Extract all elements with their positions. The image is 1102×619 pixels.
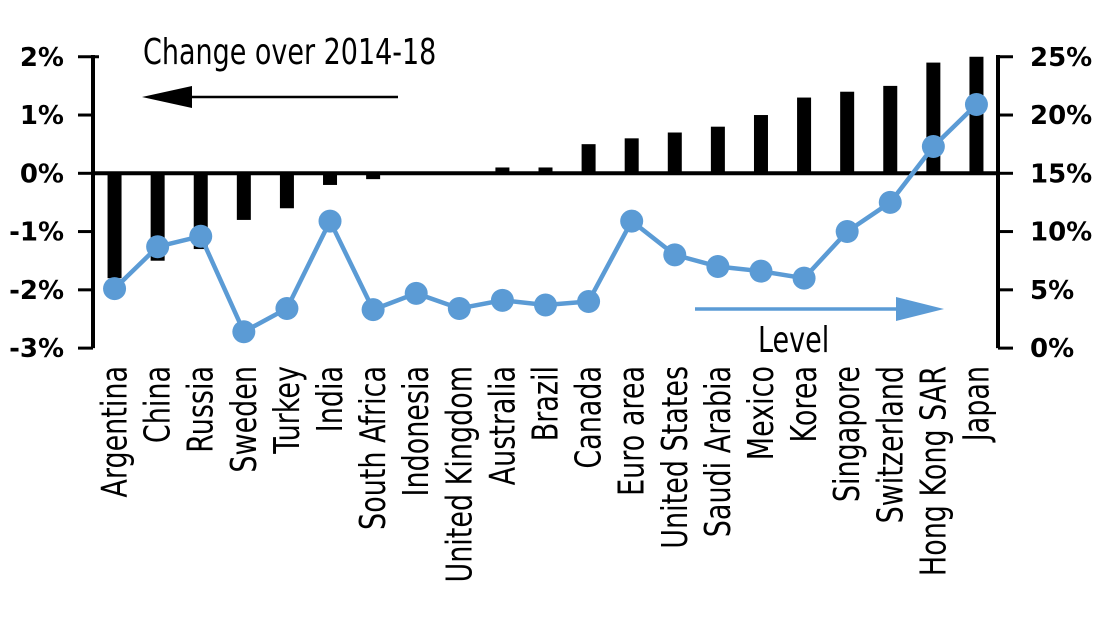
level-marker-turkey	[275, 296, 299, 320]
bar-korea	[797, 97, 812, 174]
level-marker-mexico	[749, 259, 773, 283]
level-marker-russia	[189, 224, 213, 248]
level-marker-china	[146, 235, 170, 259]
category-label: Turkey	[265, 366, 308, 455]
bar-euro-area	[624, 138, 639, 174]
bar-south-africa	[366, 173, 381, 180]
category-label: Korea	[782, 366, 825, 443]
category-label: China	[136, 366, 179, 443]
right-axis-tick-label: 25%	[1030, 43, 1092, 73]
category-label: Switzerland	[868, 366, 911, 523]
level-marker-korea	[792, 266, 816, 290]
category-label: Indonesia	[394, 366, 437, 496]
category-label: Saudi Arabia	[696, 366, 739, 537]
right-axis-tick-label: 5%	[1030, 276, 1074, 306]
bar-mexico	[753, 115, 768, 174]
left-axis-tick-label: -1%	[9, 218, 64, 248]
category-label: United States	[653, 366, 696, 549]
level-marker-sweden	[232, 320, 256, 344]
left-axis-tick-label: 1%	[20, 101, 64, 131]
right-axis-tick-label: 10%	[1030, 218, 1092, 248]
bar-saudi-arabia	[710, 126, 725, 174]
bar-switzerland	[883, 85, 898, 174]
left-axis-tick-label: -2%	[9, 276, 64, 306]
level-marker-euro-area	[620, 209, 644, 233]
level-marker-indonesia	[404, 281, 428, 305]
level-marker-united-states	[663, 243, 687, 267]
category-label: South Africa	[351, 366, 394, 530]
level-marker-south-africa	[361, 298, 385, 322]
bar-turkey	[279, 173, 294, 209]
level-marker-india	[318, 209, 342, 233]
category-label: Canada	[567, 366, 610, 469]
category-label: Euro area	[610, 366, 653, 496]
right-axis-tick-label: 15%	[1030, 159, 1092, 189]
level-marker-singapore	[835, 220, 859, 244]
category-label: Mexico	[739, 366, 782, 460]
category-label: Japan	[955, 366, 998, 443]
level-marker-brazil	[534, 293, 557, 317]
right-arrow-head	[896, 297, 944, 321]
left-axis-tick-label: -3%	[9, 334, 64, 364]
level-marker-japan	[964, 93, 988, 117]
category-label: Russia	[179, 366, 222, 453]
bar-argentina	[107, 173, 122, 279]
category-label: India	[308, 366, 351, 432]
bar-brazil	[538, 167, 553, 174]
left-axis-tick-label: 2%	[20, 43, 64, 73]
left-arrow-head	[142, 86, 192, 108]
bar-sweden	[236, 173, 251, 220]
line-series-annotation: Level	[758, 318, 829, 361]
category-label: Sweden	[222, 366, 265, 473]
category-label: Singapore	[825, 366, 868, 502]
level-marker-united-kingdom	[447, 296, 471, 320]
left-axis-tick-label: 0%	[20, 159, 64, 189]
right-axis-tick-label: 0%	[1030, 334, 1074, 364]
level-marker-canada	[577, 289, 601, 313]
bar-canada	[581, 144, 596, 174]
level-marker-argentina	[103, 277, 127, 301]
level-marker-hong-kong-sar	[921, 134, 945, 158]
category-label: United Kingdom	[437, 366, 480, 583]
level-marker-switzerland	[878, 190, 902, 214]
category-label: Australia	[480, 366, 523, 485]
category-label: Argentina	[93, 366, 136, 498]
category-label: Brazil	[524, 366, 567, 441]
right-axis-tick-label: 20%	[1030, 101, 1092, 131]
bar-india	[323, 173, 338, 185]
bar-australia	[495, 167, 510, 174]
bar-series-annotation: Change over 2014-18	[143, 30, 436, 73]
bar-united-states	[667, 132, 682, 174]
level-marker-saudi-arabia	[706, 255, 730, 279]
bar-singapore	[840, 91, 855, 174]
category-label: Hong Kong SAR	[911, 366, 954, 576]
level-marker-australia	[490, 288, 514, 312]
